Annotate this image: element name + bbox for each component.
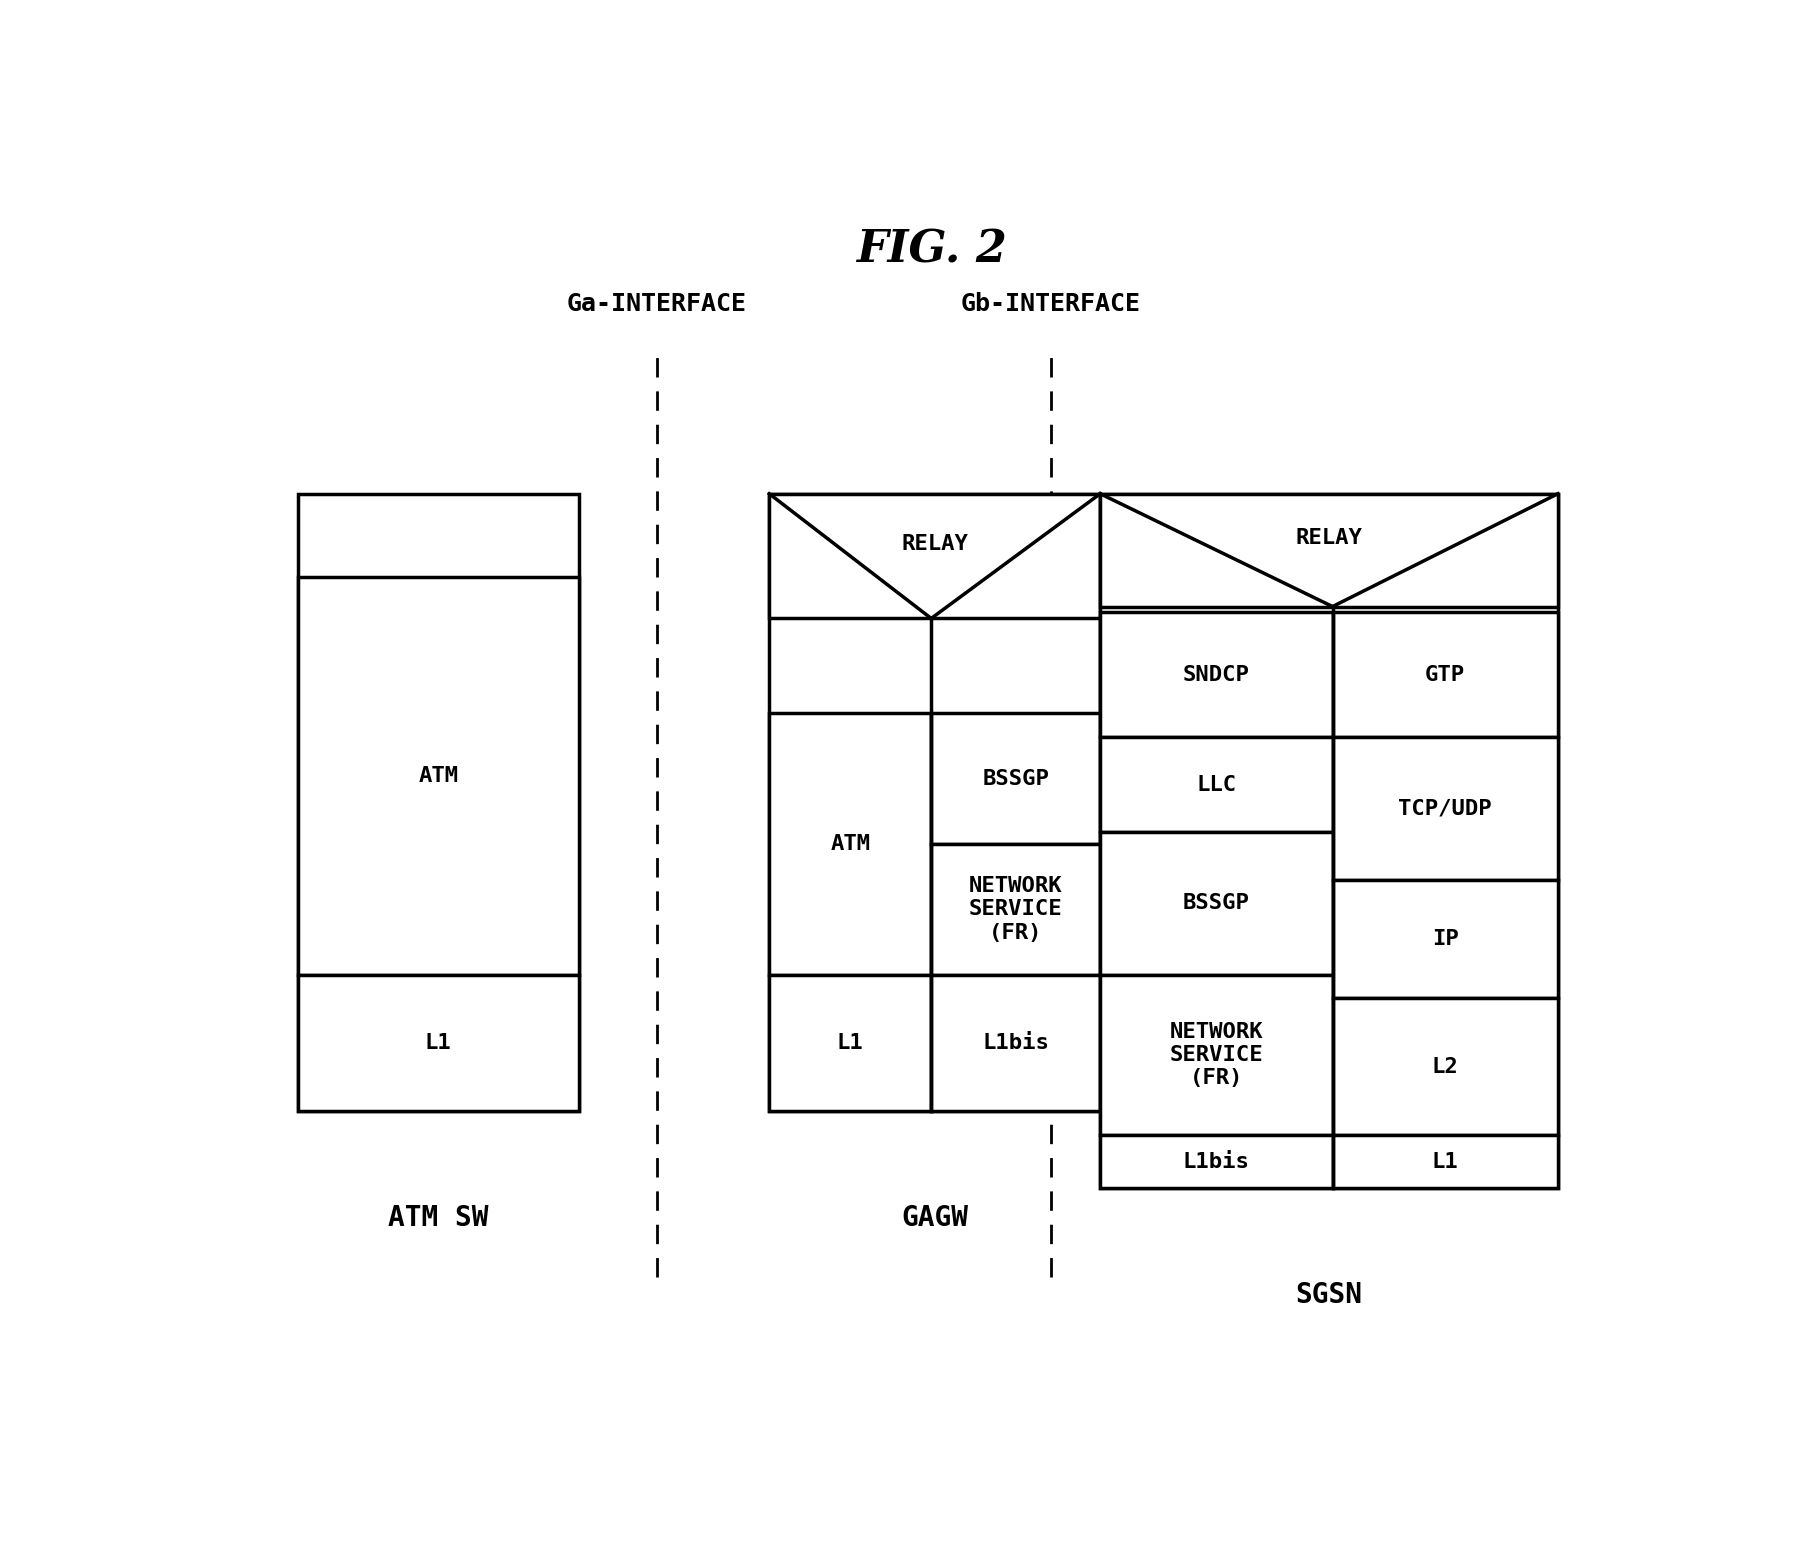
Text: GTP: GTP	[1425, 665, 1465, 685]
Bar	[298, 493, 580, 1112]
Bar	[1332, 612, 1557, 737]
Text: BSSGP: BSSGP	[1183, 893, 1250, 913]
Text: GAGW: GAGW	[901, 1204, 968, 1232]
Text: L1bis: L1bis	[983, 1033, 1048, 1053]
Text: L1: L1	[425, 1033, 452, 1053]
Bar	[1332, 737, 1557, 879]
Text: SGSN: SGSN	[1296, 1281, 1363, 1309]
Bar	[769, 493, 1101, 1112]
Bar	[1101, 737, 1332, 833]
Text: IP: IP	[1432, 928, 1459, 948]
Bar	[769, 714, 932, 975]
Bar	[1101, 493, 1557, 1189]
Bar	[932, 714, 1101, 843]
Text: RELAY: RELAY	[1296, 529, 1363, 549]
Text: ATM SW: ATM SW	[389, 1204, 489, 1232]
Text: RELAY: RELAY	[901, 534, 968, 554]
Text: LLC: LLC	[1196, 774, 1236, 794]
Bar	[1101, 612, 1332, 737]
Bar	[769, 975, 932, 1112]
Bar	[769, 493, 1101, 618]
Bar	[932, 975, 1101, 1112]
Bar	[1101, 833, 1332, 975]
Text: L2: L2	[1432, 1056, 1459, 1076]
Bar	[1101, 975, 1332, 1135]
Text: ATM: ATM	[830, 834, 870, 854]
Text: NETWORK
SERVICE
(FR): NETWORK SERVICE (FR)	[1170, 1021, 1263, 1089]
Bar	[298, 577, 580, 975]
Text: NETWORK
SERVICE
(FR): NETWORK SERVICE (FR)	[968, 876, 1063, 942]
Bar	[1101, 1135, 1332, 1189]
Text: TCP/UDP: TCP/UDP	[1399, 799, 1492, 819]
Bar	[1332, 879, 1557, 998]
Bar	[1101, 493, 1557, 606]
Bar	[932, 843, 1101, 975]
Text: Gb-INTERFACE: Gb-INTERFACE	[961, 291, 1141, 316]
Text: ATM: ATM	[418, 766, 458, 786]
Bar	[1332, 1135, 1557, 1189]
Text: L1bis: L1bis	[1183, 1152, 1250, 1172]
Text: Ga-INTERFACE: Ga-INTERFACE	[567, 291, 747, 316]
Bar	[298, 975, 580, 1112]
Text: SNDCP: SNDCP	[1183, 665, 1250, 685]
Text: L1: L1	[838, 1033, 863, 1053]
Text: L1: L1	[1432, 1152, 1459, 1172]
Text: FIG. 2: FIG. 2	[856, 228, 1007, 271]
Text: BSSGP: BSSGP	[983, 769, 1048, 788]
Bar	[1332, 998, 1557, 1135]
